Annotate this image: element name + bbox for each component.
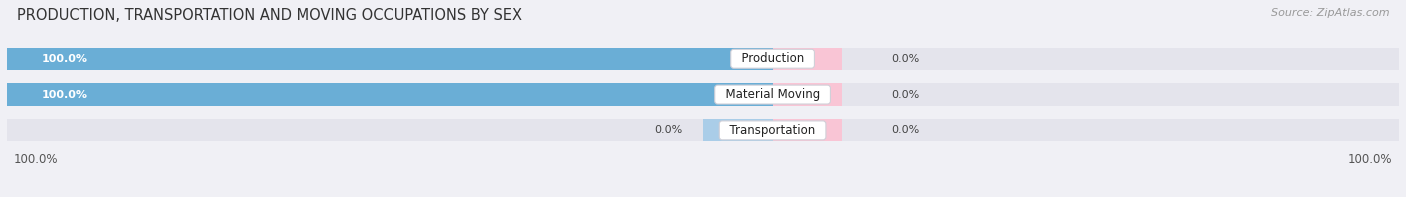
Text: 0.0%: 0.0% [891, 125, 920, 135]
Text: 0.0%: 0.0% [891, 90, 920, 99]
Text: 100.0%: 100.0% [14, 153, 59, 166]
Bar [7, 84, 1399, 106]
Bar [703, 119, 773, 141]
Text: Transportation: Transportation [723, 124, 823, 137]
Bar [7, 84, 773, 106]
Text: PRODUCTION, TRANSPORTATION AND MOVING OCCUPATIONS BY SEX: PRODUCTION, TRANSPORTATION AND MOVING OC… [17, 8, 522, 23]
Text: 0.0%: 0.0% [891, 54, 920, 64]
Text: 100.0%: 100.0% [42, 54, 87, 64]
Text: 100.0%: 100.0% [42, 90, 87, 99]
Bar [7, 48, 1399, 70]
Bar [7, 119, 1399, 141]
Bar [773, 84, 842, 106]
Bar [773, 48, 842, 70]
Bar [773, 119, 842, 141]
Bar [7, 48, 773, 70]
Text: Production: Production [734, 52, 811, 65]
Text: 0.0%: 0.0% [654, 125, 682, 135]
Text: Source: ZipAtlas.com: Source: ZipAtlas.com [1271, 8, 1389, 18]
Text: Material Moving: Material Moving [717, 88, 828, 101]
Text: 100.0%: 100.0% [1347, 153, 1392, 166]
